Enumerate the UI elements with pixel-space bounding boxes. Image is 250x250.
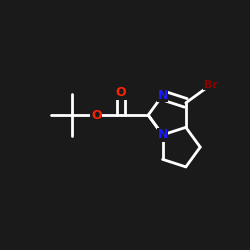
Text: N: N <box>158 128 168 141</box>
Text: N: N <box>158 89 168 102</box>
Text: Br: Br <box>204 80 218 90</box>
Text: O: O <box>91 108 102 122</box>
Text: O: O <box>116 86 126 99</box>
